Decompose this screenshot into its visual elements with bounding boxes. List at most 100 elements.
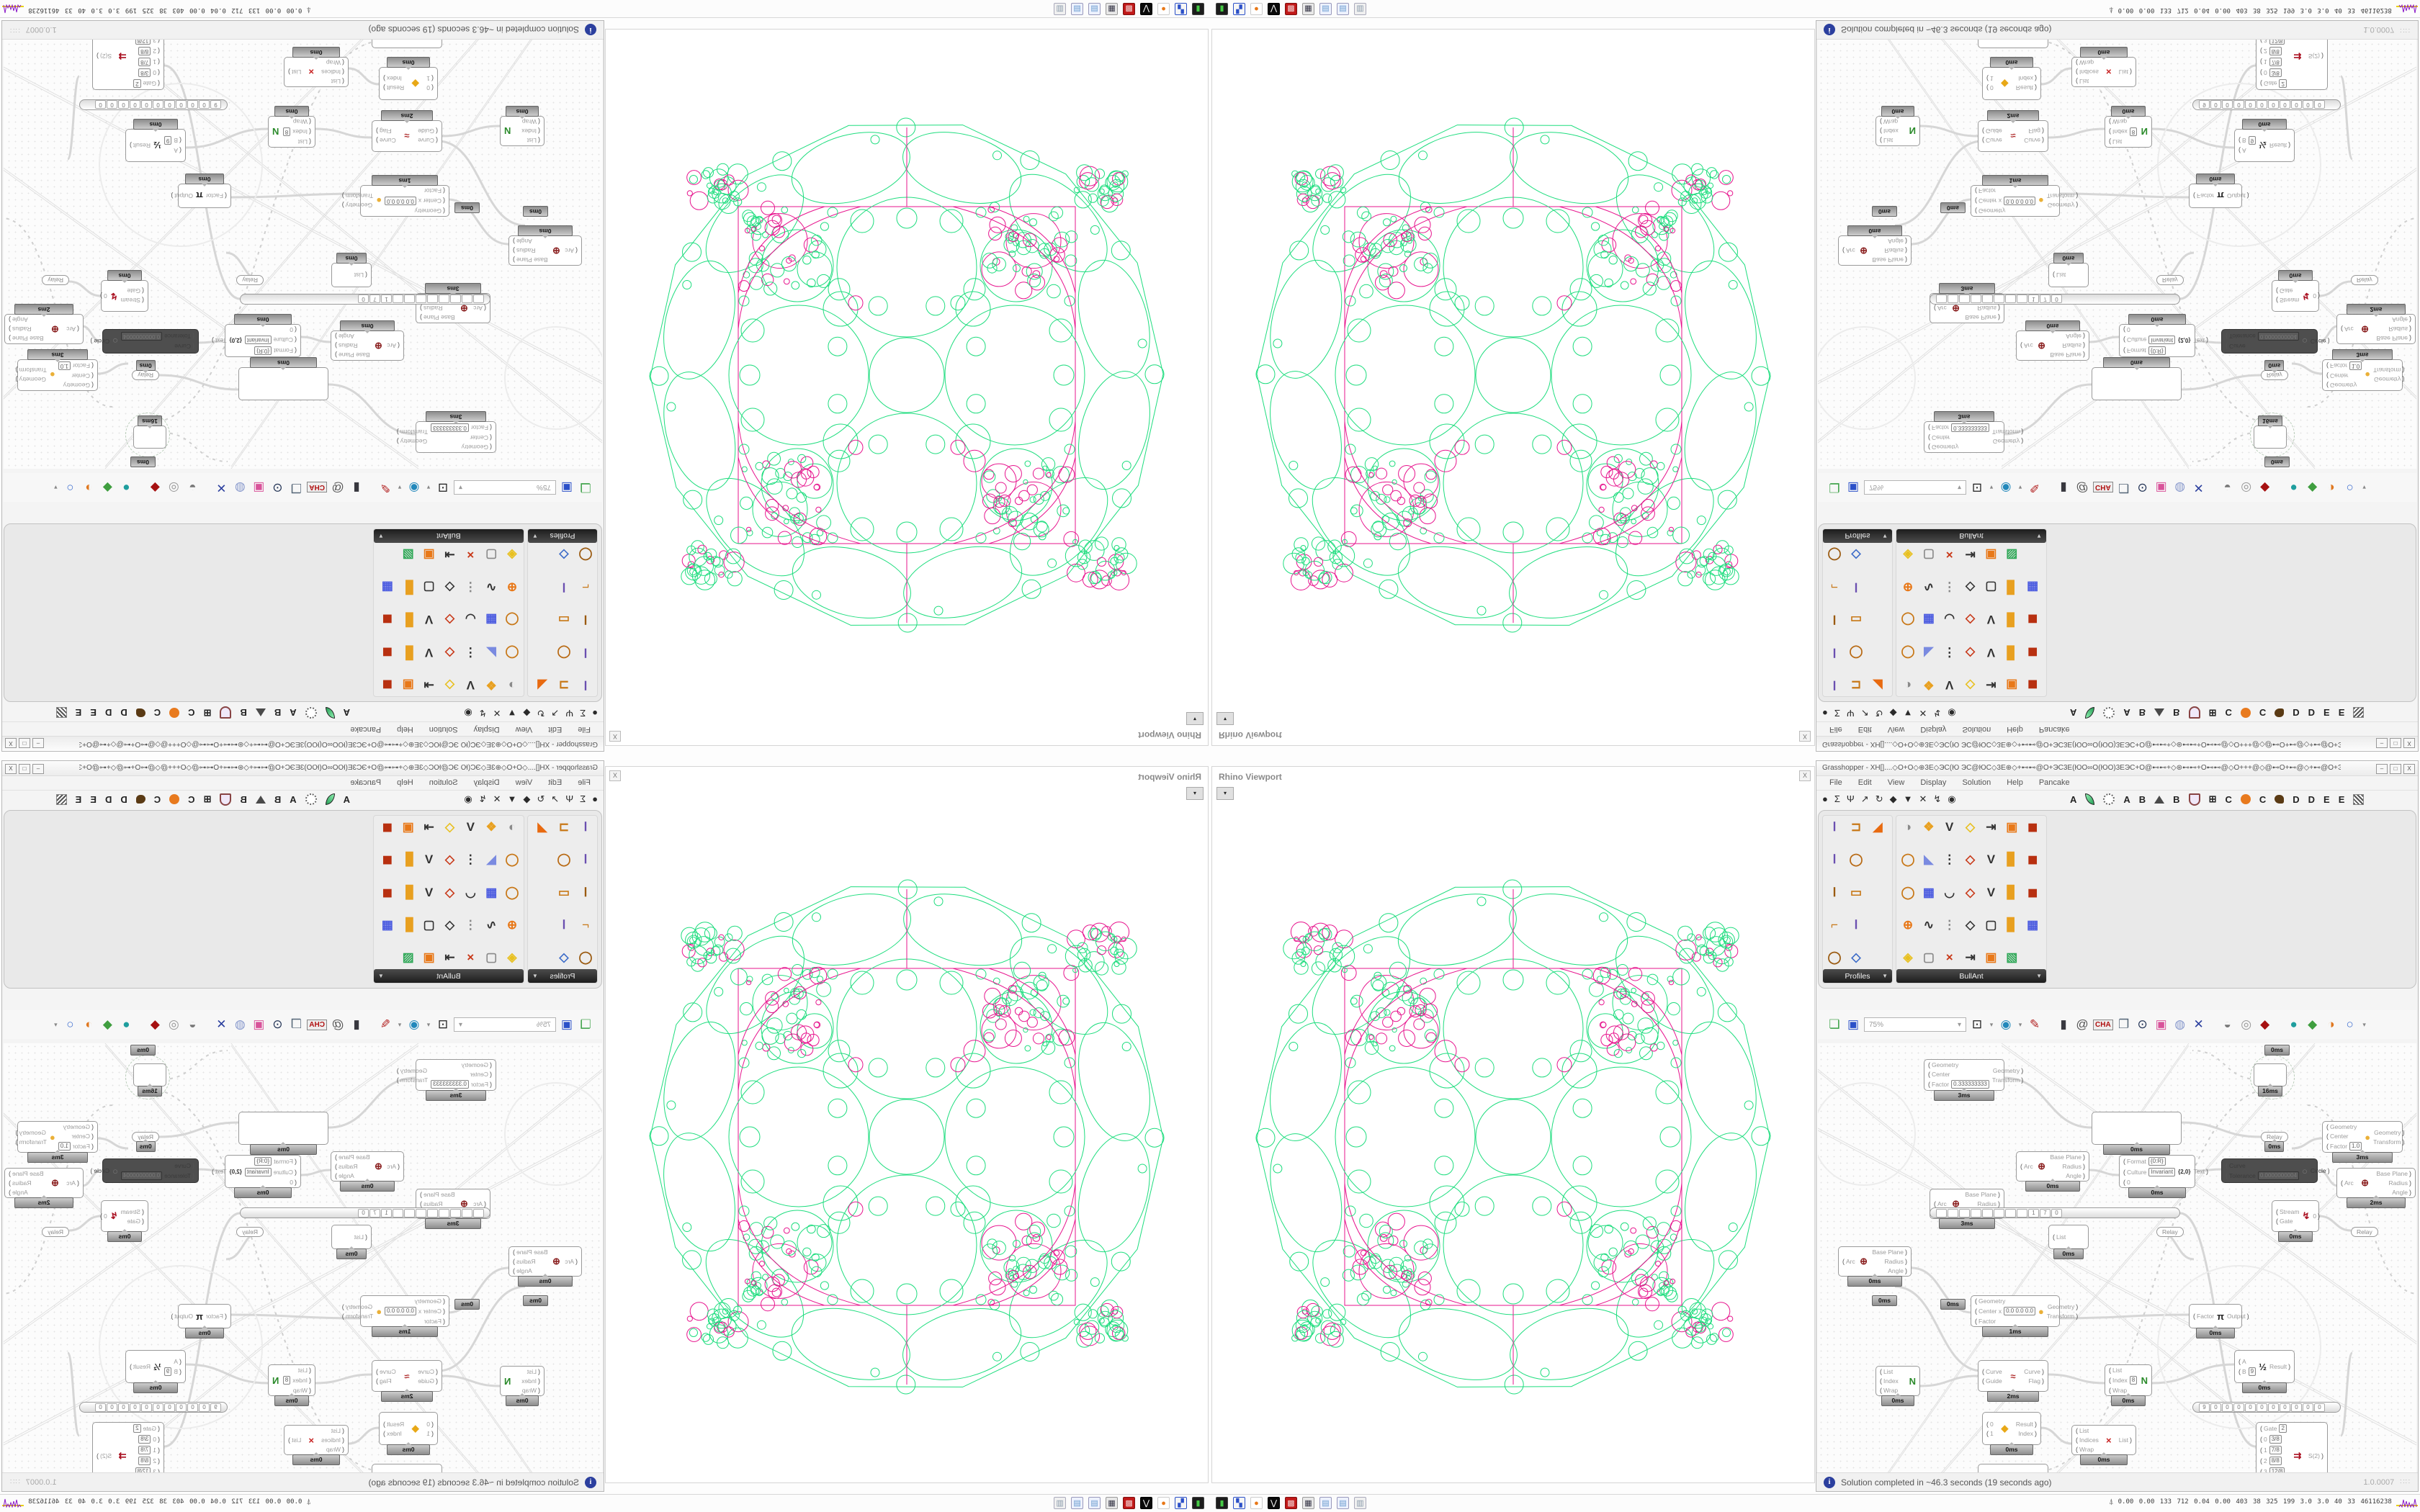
input-port[interactable]: 28/8: [2260, 1457, 2287, 1465]
output-port[interactable]: 0: [100, 1212, 107, 1220]
tab-plugin-11[interactable]: C: [153, 793, 161, 805]
palette-icon[interactable]: Ⅰ: [1854, 917, 1858, 932]
output-port[interactable]: Circle: [2311, 338, 2330, 345]
gh-node-big-blank[interactable]: 0ms: [238, 1112, 328, 1155]
toolbar-button-4[interactable]: ▾: [1989, 1020, 1994, 1028]
input-port[interactable]: Stream: [121, 297, 144, 305]
toolbar-button-4[interactable]: ▾: [426, 484, 431, 492]
menu-view[interactable]: View: [1887, 725, 1905, 734]
menu-edit[interactable]: Edit: [1857, 778, 1872, 787]
gh-node-selected-16ms[interactable]: 16ms: [2254, 415, 2287, 449]
input-port[interactable]: Geometry: [58, 1123, 94, 1130]
taskbar-app-icon-6[interactable]: ▤: [1319, 1497, 1332, 1509]
chk-icon[interactable]: [55, 707, 67, 719]
output-port[interactable]: Result: [130, 142, 151, 149]
output-port[interactable]: Base Plane: [2051, 1153, 2085, 1161]
input-port[interactable]: Geometry: [1928, 1061, 1989, 1068]
toolbar-button-23[interactable]: ◆: [102, 1017, 112, 1031]
palette-icon[interactable]: ∿: [486, 917, 497, 932]
palette-icon[interactable]: ◇: [1966, 678, 1976, 692]
output-port[interactable]: Radius: [1966, 1200, 2000, 1207]
palette-icon[interactable]: ▊: [2007, 580, 2017, 595]
toolbar-button-3[interactable]: ⊡: [1971, 481, 1983, 495]
gh-node-big-blank[interactable]: 0ms: [2092, 1112, 2182, 1155]
input-port[interactable]: 03/8: [133, 1435, 160, 1444]
output-port[interactable]: List: [2119, 68, 2132, 76]
input-port[interactable]: Curve: [2226, 1162, 2299, 1169]
toolbar-button-10[interactable]: @: [2076, 1017, 2089, 1031]
input-port[interactable]: Arc: [1842, 1258, 1855, 1265]
toolbar-button-12[interactable]: ❐: [2118, 481, 2130, 495]
toolbar-button-10[interactable]: @: [331, 1017, 344, 1031]
palette-icon[interactable]: ◼: [382, 852, 393, 867]
input-port[interactable]: Wrap: [2076, 1446, 2099, 1453]
palette-icon[interactable]: ◇: [1851, 548, 1861, 562]
palette-icon[interactable]: ◇: [1966, 820, 1976, 834]
taskbar-app-icon-6[interactable]: ▤: [1088, 1497, 1101, 1509]
palette-icon[interactable]: V: [424, 645, 434, 660]
output-port[interactable]: Angle: [335, 333, 369, 340]
input-port[interactable]: Wrap: [283, 1387, 311, 1394]
tab-std-2[interactable]: Ψ: [1846, 708, 1855, 719]
resize-handle-icon[interactable]: ∷∷: [9, 1478, 20, 1486]
palette-icon[interactable]: ◇: [444, 580, 454, 595]
taskbar-app-icon-4[interactable]: ▩: [1285, 1497, 1297, 1509]
input-port[interactable]: 0: [245, 1179, 297, 1186]
palette-icon[interactable]: ⋮: [1943, 645, 1956, 660]
palette-icon[interactable]: [533, 577, 552, 596]
grasshopper-titlebar[interactable]: Grasshopper - XH[]....◇O+O◇⊕3E◇ЭC(Ю ЭC@Ю…: [2, 761, 604, 776]
tab-plugin-15[interactable]: E: [90, 707, 97, 719]
output-port[interactable]: Result: [130, 1363, 151, 1370]
palette-icon[interactable]: ×: [1945, 950, 1953, 964]
maximize-button[interactable]: □: [2390, 764, 2401, 774]
input-port[interactable]: List: [2109, 138, 2137, 145]
menu-help[interactable]: Help: [397, 725, 413, 734]
palette-icon[interactable]: ◇: [559, 548, 569, 562]
toolbar-button-16[interactable]: ✕: [216, 481, 227, 495]
named-view-button[interactable]: CHA: [2093, 1019, 2113, 1030]
tab-plugin-16[interactable]: E: [75, 707, 82, 719]
palette-icon[interactable]: ▊: [403, 580, 413, 595]
toolbar-button-14[interactable]: ▣: [2155, 481, 2167, 495]
input-port[interactable]: Curve: [121, 1162, 194, 1169]
taskbar-app-icon-1[interactable]: ▚: [1175, 3, 1187, 15]
input-port[interactable]: Geometry: [431, 444, 492, 451]
input-port[interactable]: Wrap: [2109, 1387, 2137, 1394]
input-port[interactable]: Arc: [387, 342, 400, 349]
output-port[interactable]: Curve: [2024, 40, 2044, 41]
menu-pancake[interactable]: Pancake: [350, 725, 382, 734]
output-port[interactable]: Curve: [2024, 138, 2044, 145]
toolbar-button-19[interactable]: ◎: [168, 1017, 179, 1031]
chk-icon[interactable]: [2353, 707, 2365, 719]
output-port[interactable]: Radius: [2051, 1163, 2085, 1170]
palette-icon[interactable]: ◯: [1901, 645, 1915, 660]
input-port[interactable]: List: [283, 138, 311, 145]
tab-std-8[interactable]: ↯: [1933, 793, 1942, 804]
palette-icon[interactable]: ◯: [1849, 645, 1863, 660]
palette-icon[interactable]: [533, 883, 552, 902]
palette-icon[interactable]: ◑: [508, 678, 516, 692]
output-port[interactable]: Geometry: [342, 1303, 373, 1310]
viewport-dropdown-button[interactable]: ▾: [1216, 712, 1234, 725]
palette-icon[interactable]: Ⅰ: [583, 852, 588, 867]
toolbar-button-3[interactable]: ⊡: [437, 1017, 449, 1031]
palette-icon[interactable]: ◯: [505, 885, 519, 899]
palette-icon[interactable]: ◢: [1873, 678, 1883, 692]
gh-node-flip-curve-1[interactable]: Curve Guide ≈ Curve Flag 2ms: [1978, 1360, 2048, 1402]
gh-node-flip-curve-2[interactable]: CurveGuide≈CurveFlag1ms: [1978, 40, 2048, 48]
palette-icon[interactable]: ⇥: [444, 950, 455, 964]
input-port[interactable]: List: [354, 271, 367, 279]
palette-icon[interactable]: [533, 916, 552, 935]
palette-icon[interactable]: ⋮: [1943, 917, 1956, 932]
input-port[interactable]: Wrap: [1880, 1387, 1899, 1394]
palette-icon[interactable]: Ⅰ: [583, 613, 588, 627]
palette-icon[interactable]: ◣: [1924, 645, 1934, 660]
tab-std-6[interactable]: ▼: [507, 708, 517, 719]
tab-std-5[interactable]: ◆: [523, 793, 531, 804]
